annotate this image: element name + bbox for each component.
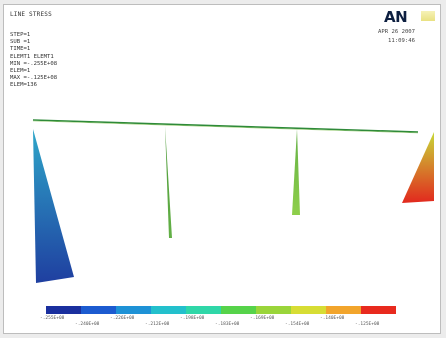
legend-color-cell [361, 306, 396, 314]
legend-color-cell [46, 306, 81, 314]
legend-color-cell [221, 306, 256, 314]
info-min-elem: ELEM=1 [10, 68, 31, 75]
legend-label-top: -.255E+08 [40, 316, 65, 321]
info-min: MIN =-.255E+08 [10, 60, 58, 67]
color-legend [46, 306, 396, 314]
legend-label-top: -.198E+08 [180, 316, 205, 321]
column-2-stress [292, 129, 300, 215]
column-1-stress [165, 126, 172, 238]
legend-color-cell [81, 306, 116, 314]
legend-label-bottom: -.125E+08 [355, 322, 380, 327]
plot-window: LINE STRESS STEP=1 SUB =1 TIME=1 ELEMT1 … [3, 4, 441, 334]
date-label: APR 26 2007 [378, 29, 416, 35]
plot-title: LINE STRESS [10, 11, 52, 18]
ansys-logo: AN [384, 8, 408, 26]
result-info-block: STEP=1 SUB =1 TIME=1 ELEMT1 ELEMT1 MIN =… [10, 32, 57, 90]
info-time: TIME=1 [10, 46, 31, 53]
legend-color-cell [116, 306, 151, 314]
legend-label-bottom: -.240E+08 [75, 322, 100, 327]
legend-color-cell [256, 306, 291, 314]
time-label: 11:09:46 [388, 38, 415, 44]
info-step: STEP=1 [10, 32, 31, 38]
info-element-type: ELEMT1 ELEMT1 [10, 53, 54, 60]
legend-label-top: -.226E+08 [110, 316, 135, 321]
info-substep: SUB =1 [10, 39, 31, 46]
right-support-stress [402, 132, 434, 203]
info-max: MAX =-.125E+08 [10, 75, 58, 82]
info-max-elem: ELEM=136 [10, 82, 37, 89]
logo-color-bar [421, 11, 435, 21]
left-support-stress [33, 129, 74, 283]
legend-label-bottom: -.154E+08 [285, 322, 310, 327]
model-viewport [32, 119, 434, 283]
legend-label-top: -.169E+08 [250, 316, 275, 321]
legend-color-cell [151, 306, 186, 314]
legend-label-bottom: -.212E+08 [145, 322, 170, 327]
legend-color-cell [291, 306, 326, 314]
legend-label-top: -.140E+08 [320, 316, 345, 321]
legend-color-cell [326, 306, 361, 314]
legend-color-cell [186, 306, 221, 314]
legend-label-bottom: -.183E+08 [215, 322, 240, 327]
top-beam-highlight [32, 120, 419, 134]
top-beam [32, 119, 419, 133]
